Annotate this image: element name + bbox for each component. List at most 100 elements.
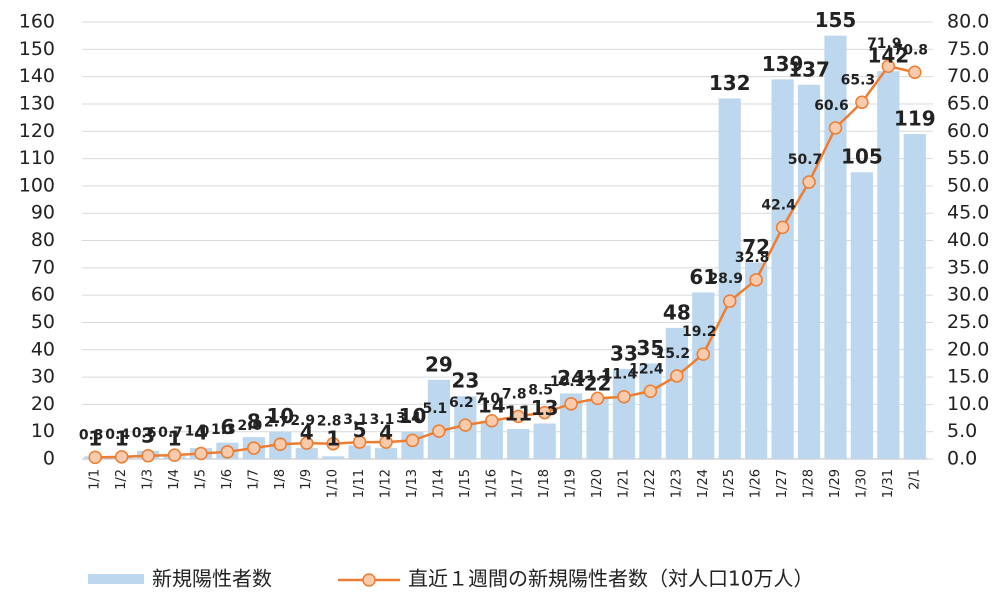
value-label: 24 xyxy=(557,366,585,390)
marker xyxy=(485,414,499,428)
x-tick-label: 1/21 xyxy=(616,469,631,498)
bar xyxy=(586,398,609,459)
y2-tick-label: 45.0 xyxy=(947,202,989,224)
marker xyxy=(88,450,102,465)
value-label: 105 xyxy=(841,145,883,169)
x-tick-label: 1/28 xyxy=(802,469,817,498)
y2-tick-label: 55.0 xyxy=(947,147,989,169)
x-tick-label: 1/12 xyxy=(379,469,394,498)
bar xyxy=(295,448,318,459)
y2-tick-label: 30.0 xyxy=(947,284,989,306)
y-tick-label: 70 xyxy=(31,256,55,278)
y-tick-label: 50 xyxy=(31,311,55,333)
value-label: 3.1 xyxy=(370,412,395,428)
x-tick-label: 1/7 xyxy=(246,469,261,490)
legend-label: 新規陽性者数 xyxy=(152,567,272,591)
value-label: 71.9 xyxy=(867,36,902,52)
marker xyxy=(617,389,631,404)
marker xyxy=(114,450,129,464)
marker xyxy=(458,418,473,432)
value-label: 1.0 xyxy=(185,424,210,440)
bar xyxy=(745,262,768,459)
value-label: 1 xyxy=(88,427,102,451)
marker xyxy=(405,433,420,448)
value-label: 15.2 xyxy=(656,346,691,362)
marker xyxy=(881,59,896,73)
y2-tick-label: 60.0 xyxy=(947,120,989,142)
value-label: 0.3 xyxy=(79,427,104,443)
value-label: 8 xyxy=(247,410,261,434)
bar xyxy=(665,327,688,459)
value-label: 11 xyxy=(504,401,532,425)
bar xyxy=(612,368,636,459)
y-tick-label: 40 xyxy=(31,338,55,360)
marker xyxy=(220,445,235,459)
value-label: 1 xyxy=(115,427,129,451)
y-tick-label: 90 xyxy=(31,202,55,224)
marker xyxy=(379,435,393,449)
y-tick-label: 20 xyxy=(31,393,55,415)
value-label: 12.4 xyxy=(629,361,664,377)
y2-tick-label: 65.0 xyxy=(947,92,989,114)
marker xyxy=(326,436,340,451)
x-tick-label: 1/3 xyxy=(141,469,156,490)
bar xyxy=(507,428,530,459)
value-label: 19.2 xyxy=(682,324,717,340)
value-label: 70.8 xyxy=(894,42,929,58)
value-label: 65.3 xyxy=(841,72,876,88)
y-tick-label: 10 xyxy=(31,420,55,442)
value-label: 14 xyxy=(478,393,506,417)
value-label: 11.1 xyxy=(576,368,611,384)
x-tick-label: 1/24 xyxy=(696,469,711,498)
y-tick-label: 80 xyxy=(31,229,55,251)
y2-tick-label: 20.0 xyxy=(947,338,989,360)
x-tick-label: 2/1 xyxy=(907,469,922,490)
value-label: 2.0 xyxy=(237,418,262,434)
marker xyxy=(908,65,922,80)
x-tick-label: 1/5 xyxy=(193,469,208,490)
value-label: 10 xyxy=(399,404,427,428)
value-label: 23 xyxy=(451,369,479,393)
value-label: 3.4 xyxy=(396,410,421,426)
value-label: 155 xyxy=(815,8,857,32)
x-tick-label: 1/23 xyxy=(669,469,684,498)
marker xyxy=(352,435,367,449)
y2-tick-label: 80.0 xyxy=(947,11,989,33)
y-tick-label: 150 xyxy=(19,38,55,60)
y-tick-label: 100 xyxy=(19,174,55,196)
y2-tick-label: 25.0 xyxy=(947,311,989,333)
value-label: 142 xyxy=(867,44,909,68)
value-label: 2.8 xyxy=(317,414,342,430)
x-tick-label: 1/18 xyxy=(537,469,552,498)
y2-tick-label: 35.0 xyxy=(947,256,989,278)
y2-tick-label: 50.0 xyxy=(947,174,989,196)
value-label: 139 xyxy=(762,52,804,76)
value-label: 119 xyxy=(894,106,936,130)
bar xyxy=(692,292,715,459)
y2-tick-label: 40.0 xyxy=(947,229,989,251)
bar xyxy=(427,379,451,459)
x-tick-label: 1/20 xyxy=(590,469,605,498)
legend-swatch xyxy=(88,574,144,584)
x-tick-label: 1/17 xyxy=(511,469,526,498)
marker xyxy=(590,391,605,406)
bar xyxy=(480,420,503,459)
bar xyxy=(639,363,662,459)
value-label: 8.5 xyxy=(528,383,553,399)
marker xyxy=(564,397,578,411)
bar xyxy=(374,448,398,459)
value-label: 35 xyxy=(636,336,664,360)
value-label: 42.4 xyxy=(761,197,796,213)
x-tick-label: 1/19 xyxy=(564,469,579,498)
marker xyxy=(194,446,208,461)
value-label: 0.4 xyxy=(105,427,130,443)
x-tick-label: 1/14 xyxy=(431,469,446,498)
bar xyxy=(348,445,371,459)
marker xyxy=(749,273,763,287)
x-tick-label: 1/8 xyxy=(273,469,288,490)
y2-tick-label: 10.0 xyxy=(947,393,989,415)
value-label: 32.8 xyxy=(735,250,770,266)
x-tick-label: 1/30 xyxy=(854,469,869,498)
bar xyxy=(877,71,900,459)
